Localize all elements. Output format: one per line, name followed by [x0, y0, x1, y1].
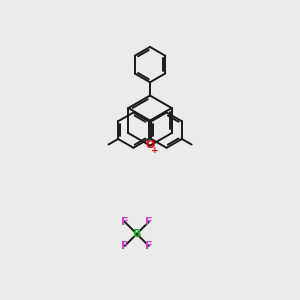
Text: F: F: [121, 217, 128, 227]
Text: F: F: [121, 241, 128, 251]
Text: +: +: [151, 146, 159, 155]
Text: F: F: [145, 217, 153, 227]
Text: B: B: [133, 229, 141, 239]
Text: O: O: [145, 140, 155, 150]
Text: F: F: [145, 241, 153, 251]
